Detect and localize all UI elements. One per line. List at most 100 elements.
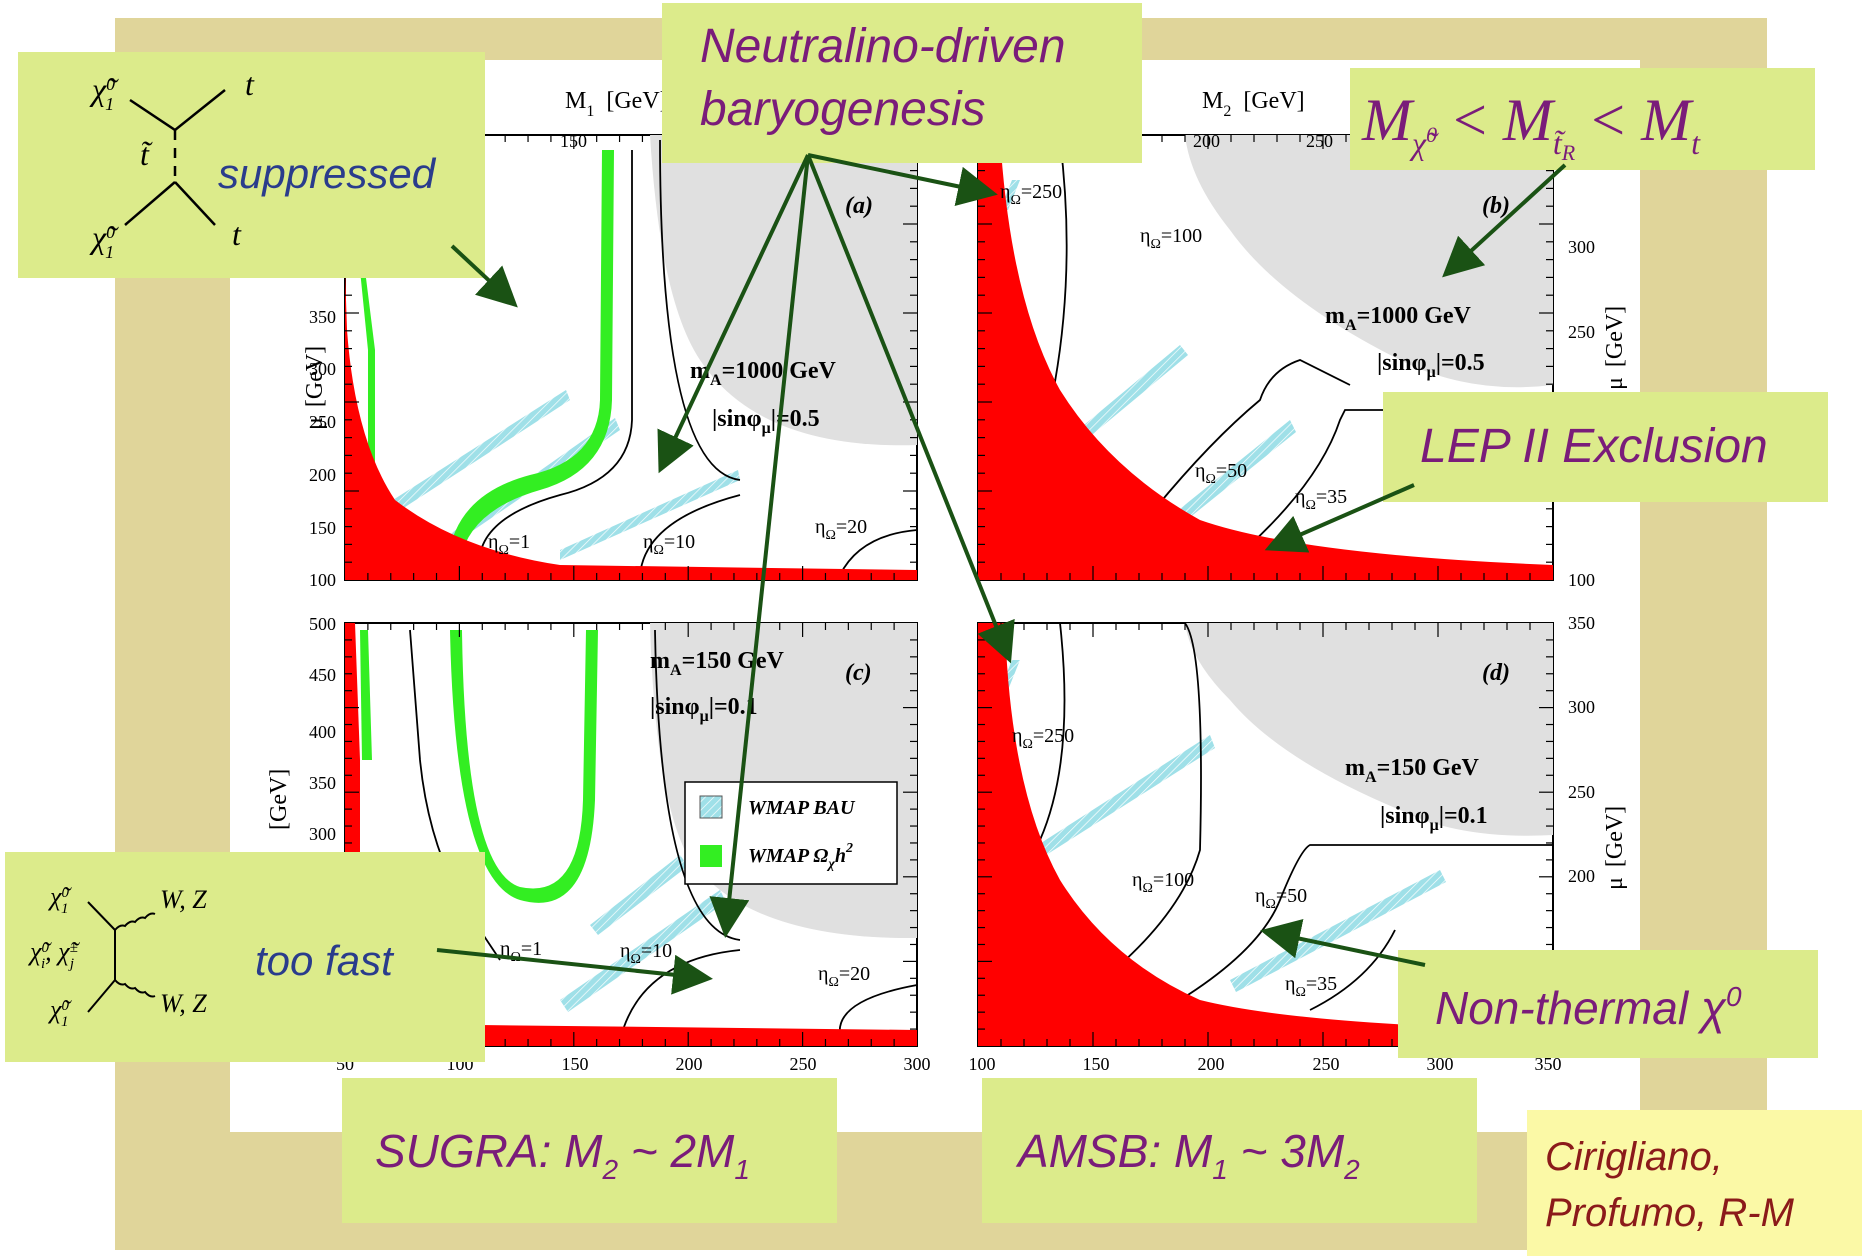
- credit-line-2: Profumo, R-M: [1545, 1191, 1795, 1235]
- panel-c-legend: WMAP BAU WMAP Ωχh2: [684, 781, 898, 885]
- feynman-t-bottom: t: [232, 216, 242, 252]
- arrow-nonthermal: [1260, 919, 1426, 967]
- panel-c-wmap-bau-band: [560, 855, 726, 1012]
- panel-a-top-axis-title: M1 [GeV]: [565, 88, 668, 120]
- panel-a-wmap-omega-band-2: [360, 270, 375, 470]
- panel-d-excluded-region: [1185, 623, 1553, 836]
- panel-b-contour-label-100: ηΩ=100: [1140, 225, 1202, 252]
- callout-too-fast-box: [5, 852, 485, 1062]
- panel-a-annotation-ma: mA=1000 GeV: [690, 358, 837, 389]
- feynman-stop-labels: χ̃0 1 t t̃ χ̃0 1 t: [89, 66, 255, 262]
- panel-d-contour-100b: [1089, 622, 1202, 991]
- panel-a-ytick-200: 200: [309, 465, 336, 485]
- arrow-neutralino-to-b: [807, 153, 998, 207]
- panel-a-contour-1: [478, 150, 633, 576]
- feynman-chi-top: χ̃0 1: [89, 71, 119, 114]
- panel-d-lep-exclusion: [978, 623, 1553, 1046]
- panel-d-ytick-200: 200: [1568, 866, 1595, 886]
- panel-d-contour-50: [1179, 844, 1553, 1001]
- panel-c-label: (c): [845, 660, 872, 686]
- panel-a-lep-exclusion: [345, 270, 917, 580]
- feynman-gauge: [87, 901, 156, 1013]
- panel-b-right-axis-title: μ[GeV]: [1602, 306, 1628, 390]
- feynman-gauge-chi-top: χ̃0 1: [47, 882, 72, 917]
- panel-b-annotation-sinphi: |sinφμ|=0.5: [1377, 350, 1485, 381]
- callout-too-fast-text: too fast: [255, 937, 395, 984]
- feynman-gauge-wz-top: W, Z: [160, 885, 207, 914]
- panel-d-xtick-100: 100: [969, 1054, 996, 1074]
- feynman-line-1: [129, 98, 176, 132]
- panel-b-ytick-250: 250: [1568, 322, 1595, 342]
- panel-a-excluded-region: [650, 135, 917, 446]
- panel-b-ytick-100: 100: [1568, 570, 1595, 590]
- panel-a-left-ticks: 100 150 200 250 300 350: [309, 307, 336, 590]
- panel-a-ytick-250: 250: [309, 412, 336, 432]
- panel-c-contour-10: [619, 949, 741, 1041]
- panel-d-ytick-250: 250: [1568, 782, 1595, 802]
- arrow-neutralino-to-d: [806, 154, 1015, 664]
- callout-neutralino-line-2: baryogenesis: [700, 83, 986, 136]
- panel-a-contour-label-10: ηΩ=10: [643, 531, 695, 558]
- panel-d-label: (d): [1482, 660, 1510, 686]
- feynman-gauge-line-1: [87, 901, 116, 931]
- feynman-stop-exchange: [124, 89, 226, 226]
- panel-d-contour-100: [1039, 622, 1066, 841]
- panel-c-ytick-400: 400: [309, 722, 336, 742]
- panel-d-xtick-300: 300: [1427, 1054, 1454, 1074]
- panel-d-annotation-sinphi: |sinφμ|=0.1: [1380, 803, 1488, 834]
- panel-d-right-ticks: 200 250 300 350: [1568, 613, 1595, 886]
- panel-c-xtick-150: 150: [562, 1054, 589, 1074]
- panel-a-contour-20: [839, 529, 918, 576]
- panel-c-ytick-350: 350: [309, 773, 336, 793]
- panel-d-bottom-ticks: 100 150 200 250 300 350: [969, 1054, 1562, 1074]
- panel-a-ytick-350: 350: [309, 307, 336, 327]
- panel-c-annotation-ma: mA=150 GeV: [650, 648, 785, 679]
- panel-c-minor-ticks: [345, 623, 917, 1046]
- panel-b-ytick-300: 300: [1568, 237, 1595, 257]
- arrow-neutralino-to-c: [709, 154, 810, 938]
- callout-amsb-box: [982, 1078, 1477, 1223]
- arrow-too-fast: [436, 948, 713, 995]
- panel-d-contour-label-35: ηΩ=35: [1285, 973, 1337, 1000]
- panel-d-ytick-350: 350: [1568, 613, 1595, 633]
- panel-d-xtick-350: 350: [1535, 1054, 1562, 1074]
- feynman-gauge-chi-bottom: χ̃0 1: [47, 995, 72, 1030]
- callout-lep-box: [1383, 392, 1828, 502]
- callout-suppressed-text: suppressed: [218, 150, 437, 197]
- panel-c-ytick-500: 500: [309, 614, 336, 634]
- panel-c-left-ticks: 300 350 400 450 500: [309, 614, 336, 844]
- panel-a-contour-label-20: ηΩ=20: [815, 516, 867, 543]
- panel-c-contour-label-10: ηΩ=10: [620, 940, 672, 967]
- panel-b-contour-50: [1129, 359, 1351, 541]
- panel-c-contour-label-20: ηΩ=20: [818, 963, 870, 990]
- callout-nonthermal-text: Non-thermal χ0: [1435, 981, 1742, 1034]
- panel-a-ytick-100: 100: [309, 570, 336, 590]
- feynman-line-4: [174, 181, 216, 226]
- panel-a-label: (a): [845, 193, 873, 219]
- callout-sugra-box: [342, 1078, 837, 1223]
- panel-b-top-tick-200: 200: [1193, 131, 1220, 151]
- panel-b: (b) M2 [GeV] 200 250 μ[GeV] 100 250 300 m…: [977, 88, 1628, 590]
- panel-b-lep-exclusion: [978, 135, 1553, 580]
- feynman-gauge-wave-1: [114, 912, 156, 931]
- feynman-t-top: t: [245, 66, 255, 102]
- arrow-lep: [1264, 483, 1415, 553]
- panel-a-contour-label-1: ηΩ=1: [488, 531, 530, 558]
- feynman-gauge-wave-2: [114, 979, 156, 998]
- callout-mass-relation: Mχ̃0 < Mt̃R < Mt: [1361, 87, 1701, 165]
- panel-d-contour-label-50: ηΩ=50: [1255, 885, 1307, 912]
- callout-suppressed-box: [18, 52, 485, 278]
- panel-b-top-axis-title: M2 [GeV]: [1202, 88, 1305, 120]
- panel-b-right-ticks: 100 250 300: [1568, 237, 1595, 590]
- legend-label-wmap-omega: WMAP Ωχh2: [748, 841, 853, 872]
- legend-swatch-wmap-bau: [699, 795, 723, 819]
- panel-d-contour-label-250: ηΩ=250: [1012, 725, 1074, 752]
- panel-c-xtick-200: 200: [676, 1054, 703, 1074]
- feynman-gauge-line-3: [87, 979, 116, 1013]
- callout-lep-text: LEP II Exclusion: [1420, 420, 1768, 473]
- panel-c-contour-20: [838, 984, 918, 1036]
- panel-a-contour-10b: [659, 139, 741, 481]
- panel-c-left-axis-title: [GeV]: [266, 769, 292, 830]
- credit-box: [1527, 1110, 1862, 1256]
